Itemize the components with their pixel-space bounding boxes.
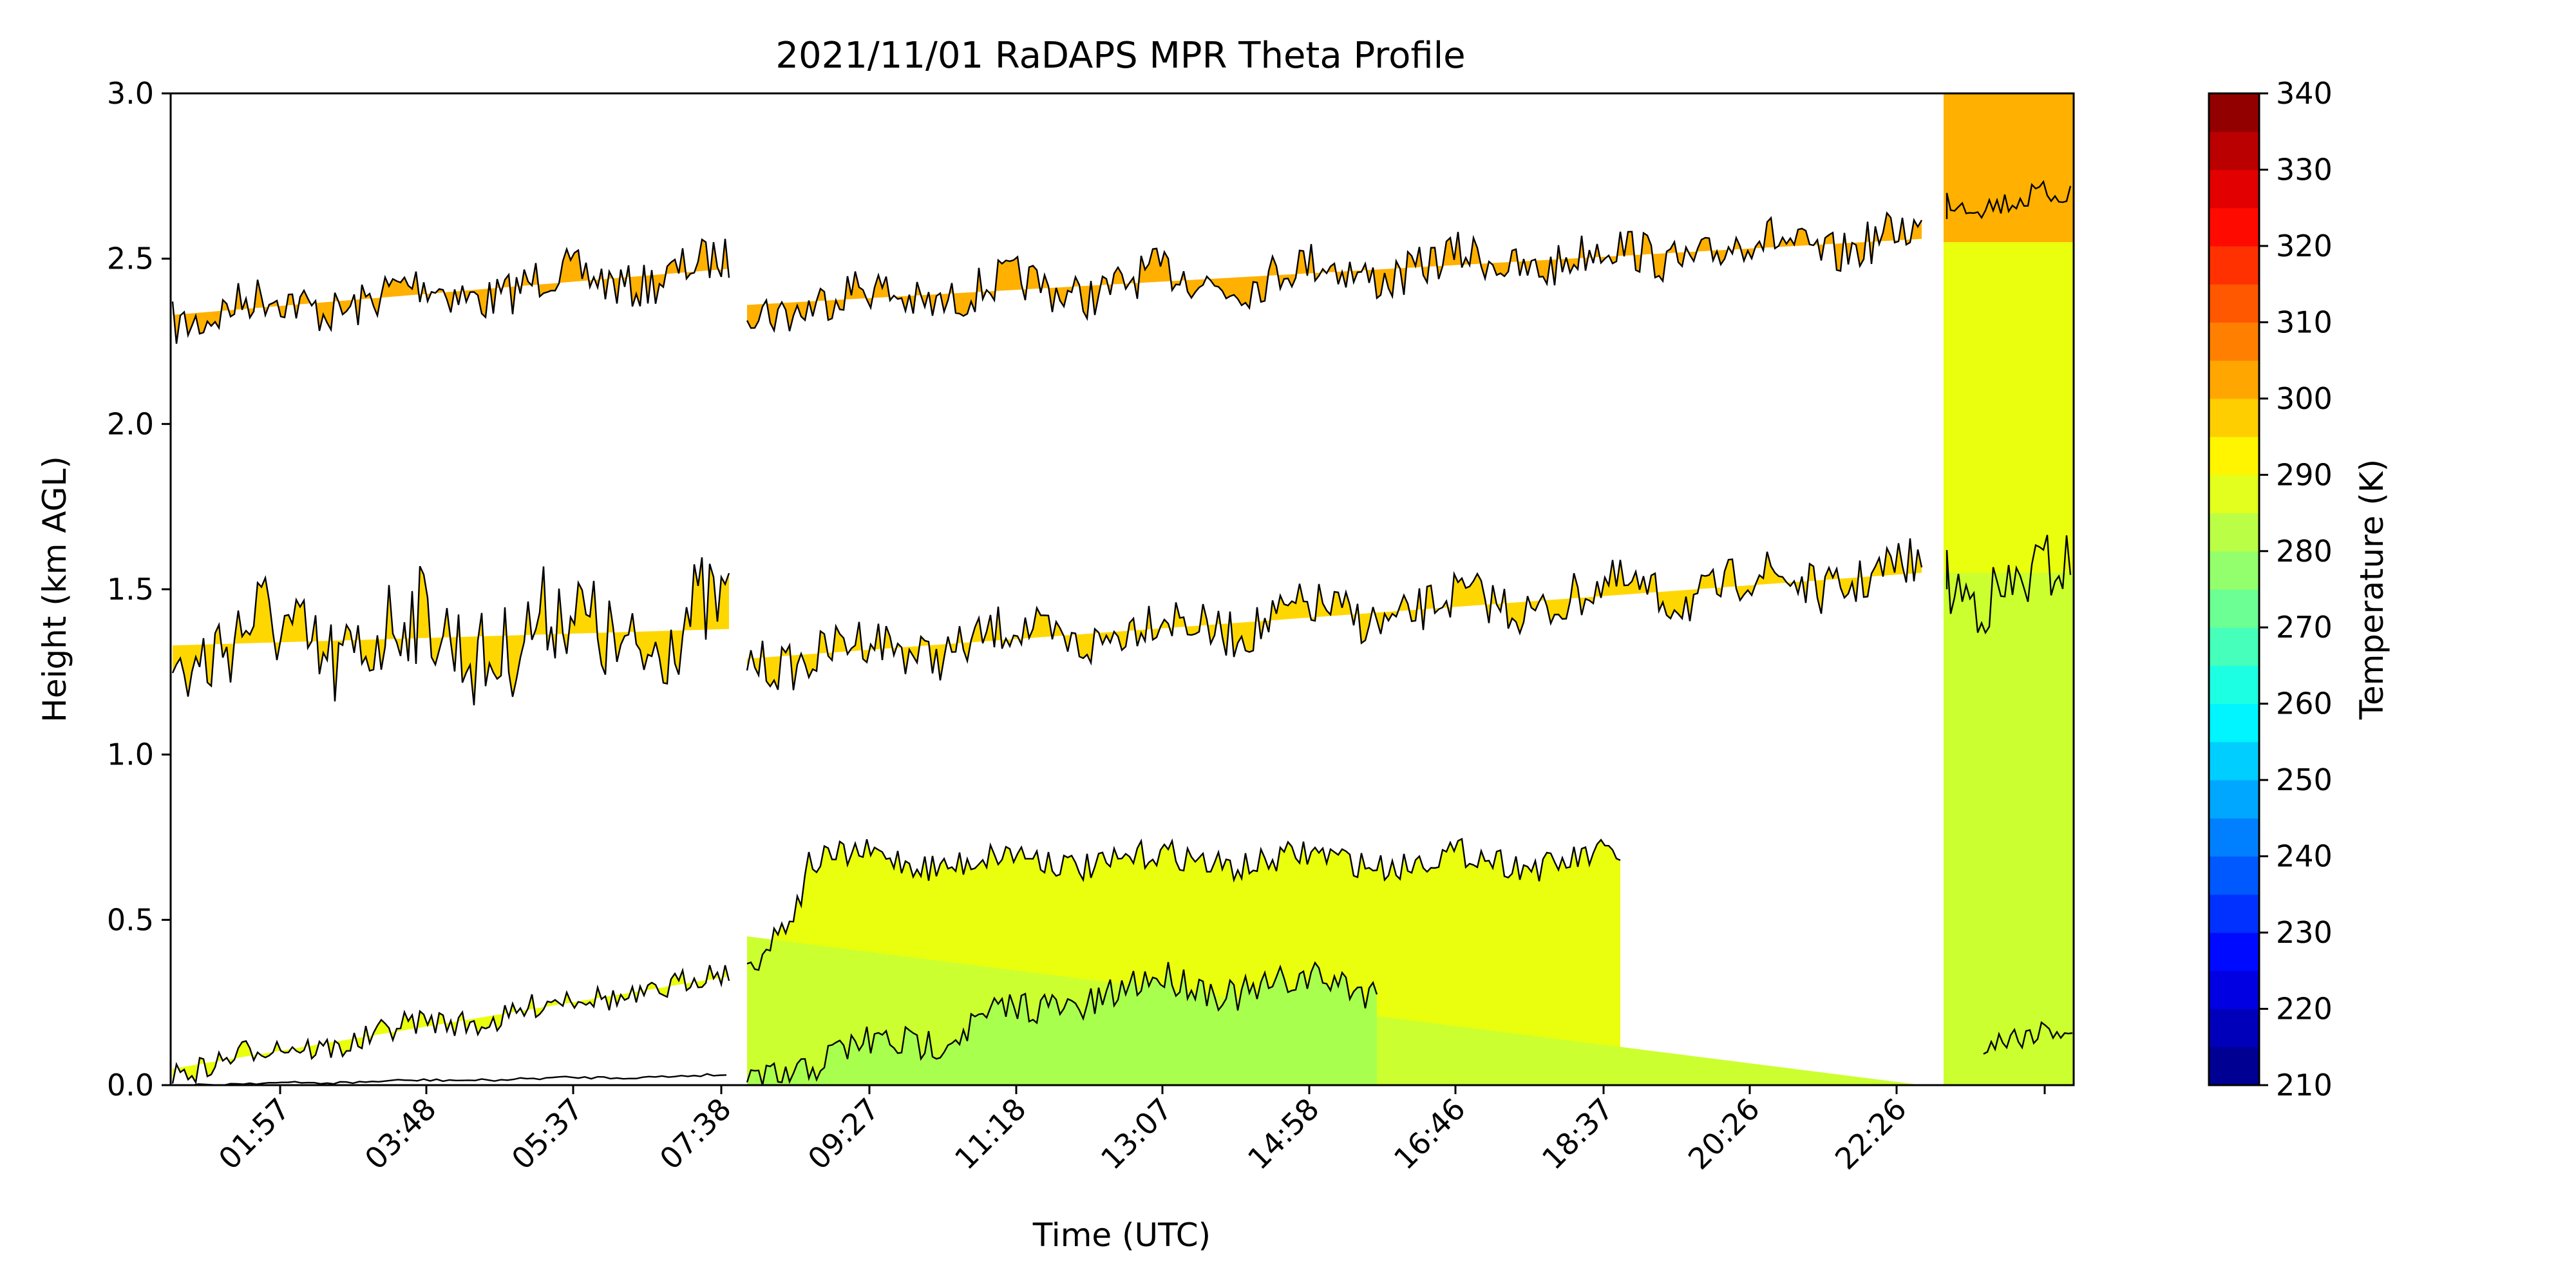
fill-contour-300 — [747, 213, 1922, 332]
colorbar-tick-label: 220 — [2276, 992, 2333, 1027]
contour-line-297 — [1946, 535, 2072, 635]
fill-column-low — [1984, 1022, 2072, 1085]
contour-line-300 — [1946, 180, 2072, 220]
colorbar-segment — [2209, 971, 2259, 1010]
colorbar-segment — [2209, 131, 2259, 170]
colorbar-tick-label: 310 — [2276, 305, 2333, 339]
colorbar-tick-label: 250 — [2276, 762, 2333, 797]
chart-title: 2021/11/01 RaDAPS MPR Theta Profile — [775, 35, 1465, 77]
colorbar-tick-label: 260 — [2276, 687, 2333, 721]
colorbar-segment — [2209, 284, 2259, 323]
colorbar-segment — [2209, 513, 2259, 552]
y-tick-label: 1.5 — [107, 572, 154, 607]
colorbar-segment — [2209, 475, 2259, 514]
colorbar-segment — [2209, 741, 2259, 781]
contour-line-core — [746, 961, 1378, 1085]
colorbar-segment — [2209, 437, 2259, 475]
colorbar-segment — [2209, 933, 2259, 971]
colorbar-tick-label: 340 — [2276, 76, 2333, 111]
y-tick-label: 2.5 — [107, 242, 154, 276]
colorbar-segment — [2209, 207, 2259, 247]
contour-line-297 — [746, 538, 1923, 690]
colorbar-segment — [2209, 856, 2259, 895]
plot-area — [169, 92, 2075, 1086]
y-tick-label: 1.0 — [107, 737, 154, 772]
fill-contour-292 — [173, 965, 729, 1084]
colorbar-tick-label: 240 — [2276, 839, 2333, 874]
contour-line-300 — [171, 238, 730, 344]
y-axis: 0.0 0.5 1.0 1.5 2.0 2.5 3.0 — [107, 76, 171, 1103]
colorbar-segment — [2209, 322, 2259, 361]
contour-line-column-low — [1983, 1021, 2073, 1055]
colorbar-segment — [2209, 1009, 2259, 1048]
colorbar-segment — [2209, 894, 2259, 933]
y-axis-label: Height (km AGL) — [36, 456, 73, 723]
fill-contour-297 — [173, 557, 729, 706]
colorbar-tick-label: 270 — [2276, 610, 2333, 645]
x-axis-label: Time (UTC) — [1032, 1217, 1211, 1254]
colorbar-segment — [2209, 398, 2259, 437]
colorbar-frame — [2208, 92, 2260, 1086]
colorbar-tick-label: 330 — [2276, 152, 2333, 187]
colorbar-segment — [2209, 551, 2259, 590]
contour-line-292 — [171, 965, 730, 1085]
contour-line-297 — [171, 557, 730, 706]
colorbar-segment — [2209, 703, 2259, 743]
colorbar-segment — [2209, 589, 2259, 628]
contour-fills — [173, 93, 2074, 1085]
colorbar-tick-label: 280 — [2276, 534, 2333, 569]
fill-contour-297 — [747, 538, 1922, 690]
colorbar-segment — [2209, 627, 2259, 666]
colorbar-tick-label: 300 — [2276, 381, 2333, 416]
fill-band-305 — [1944, 93, 2074, 242]
colorbar-tick-label: 290 — [2276, 457, 2333, 492]
colorbar: 210 220 230 240 250 260 270 280 290 300 310 320 330 3… — [2208, 76, 2333, 1103]
contour-line-300 — [746, 211, 1923, 334]
contour-lines — [171, 180, 2073, 1085]
fill-core-green — [747, 961, 1377, 1085]
colorbar-segment — [2209, 818, 2259, 857]
colorbar-segment — [2209, 1046, 2259, 1086]
colorbar-segment — [2209, 665, 2259, 705]
y-tick-label: 0.5 — [107, 902, 154, 937]
colorbar-label: Temperature (K) — [2353, 459, 2391, 720]
y-tick-label: 3.0 — [107, 76, 154, 111]
contour-line-285 — [172, 1073, 727, 1085]
colorbar-segment — [2209, 169, 2259, 209]
colorbar-tick-label: 210 — [2276, 1068, 2333, 1103]
y-tick-label: 2.0 — [107, 406, 154, 441]
colorbar-segment — [2209, 93, 2259, 132]
colorbar-tick-label: 320 — [2276, 229, 2333, 263]
contour-line-dome — [746, 837, 1621, 971]
colorbar-tick-label: 230 — [2276, 915, 2333, 950]
y-tick-label: 0.0 — [107, 1068, 154, 1103]
colorbar-segment — [2209, 360, 2259, 399]
colorbar-segment — [2209, 780, 2259, 819]
fill-band-292 — [1944, 573, 2074, 1085]
colorbar-segment — [2209, 245, 2259, 285]
